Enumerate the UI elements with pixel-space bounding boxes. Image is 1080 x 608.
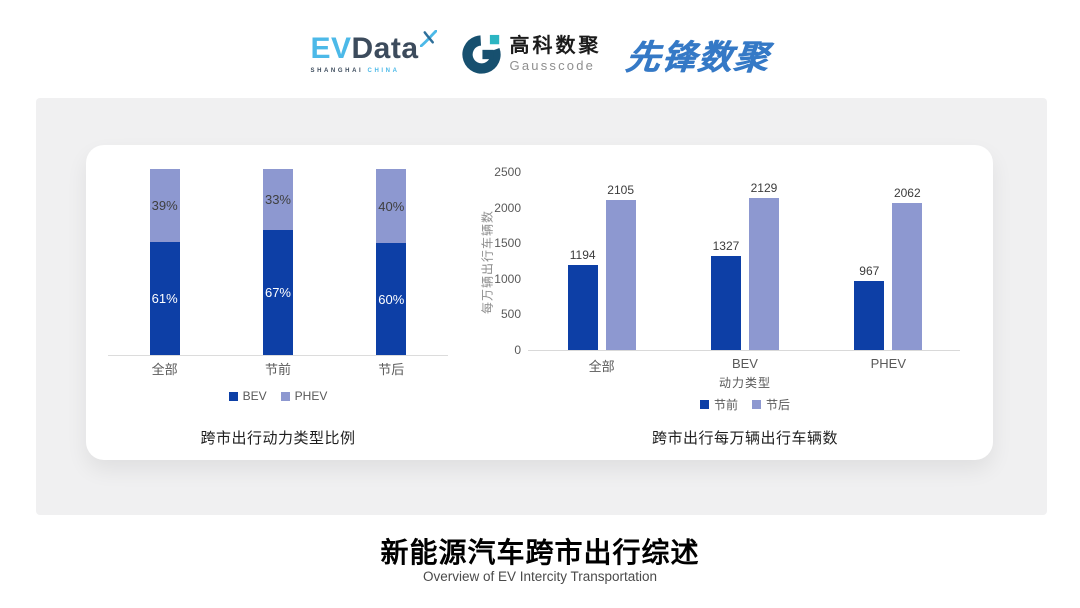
bar-wrap: 967 (854, 172, 885, 350)
left-chart-legend: BEV PHEV (108, 389, 448, 403)
segment-label: 39% (151, 197, 178, 213)
y-tick-label: 0 (514, 343, 521, 357)
evdata-subtitle: SHANGHAI CHINA (310, 68, 400, 74)
category-label: 全部 (151, 362, 178, 377)
bar-wrap: 1327 (710, 172, 741, 350)
y-tick-label: 500 (500, 307, 521, 322)
bar-group-PHEV: 967 2062 (854, 172, 923, 350)
evdata-ev-text: EV (310, 32, 352, 65)
slide-title: 新能源汽车跨市出行综述 (380, 537, 700, 568)
left-chart-x-axis (108, 355, 448, 356)
legend-label: PHEV (294, 389, 328, 403)
bar-wrap: 2105 (605, 172, 636, 350)
evdata-data-text: Data (351, 32, 419, 65)
segment-label: 67% (264, 285, 291, 301)
right-chart-legend: 节前 节后 (530, 396, 960, 413)
right-chart-plot: 1194 2105 1327 2129 967 2062 (530, 172, 960, 350)
bar-value-label: 1194 (569, 248, 596, 262)
bar-value-label: 2129 (750, 181, 778, 196)
legend-item-节后: 节后 (752, 396, 790, 413)
bar-value-label: 2105 (607, 183, 634, 198)
left-chart-categories: 全部 节前 节后 (108, 359, 448, 378)
gausscode-g-icon (461, 34, 501, 74)
segment-label: 61% (151, 290, 178, 306)
bar-节后 (605, 200, 636, 350)
chart-card: 39% 61% 33% 67% 40% 60% 全部 节前 节后 BEV PHEV 跨市出行动力… (86, 145, 993, 460)
evdata-logo: EV Data SHANGHAI CHINA (310, 30, 437, 74)
bar-value-label: 967 (859, 264, 880, 279)
segment-label: 33% (264, 192, 291, 208)
category-label: 节前 (264, 362, 291, 377)
stacked-bar-节后: 40% 60% (376, 169, 407, 355)
gausscode-en-text: Gausscode (509, 57, 596, 73)
y-tick-label: 1500 (494, 236, 521, 251)
legend-item-BEV: BEV (228, 389, 267, 403)
y-tick-label: 2000 (494, 200, 521, 215)
bar-value-label: 2062 (893, 186, 921, 201)
pioneer-logo: 先锋数聚 (623, 38, 772, 77)
right-chart-yticks: 0 500 1000 1500 2000 2500 (471, 165, 521, 357)
bar-节后 (748, 198, 779, 350)
y-tick-label: 2500 (494, 165, 521, 179)
category-label: BEV (731, 356, 758, 371)
legend-label: BEV (242, 389, 267, 403)
legend-marker (699, 400, 709, 409)
category-label: PHEV (870, 356, 907, 371)
legend-marker (280, 391, 290, 401)
stacked-bar-全部: 39% 61% (149, 169, 180, 355)
bar-节前 (854, 281, 885, 350)
y-tick-label: 1000 (494, 271, 521, 286)
segment-label: 60% (378, 291, 405, 307)
right-chart-categories: 全部 BEV PHEV (530, 356, 960, 375)
legend-label: 节后 (766, 398, 791, 412)
legend-marker (228, 391, 238, 401)
legend-item-PHEV: PHEV (280, 389, 328, 403)
legend-marker (752, 400, 761, 409)
bar-节前 (710, 255, 741, 350)
bar-节前 (567, 265, 598, 350)
bar-wrap: 2062 (892, 172, 923, 350)
gausscode-logo: 高科数聚 Gausscode (461, 34, 602, 75)
left-chart-title: 跨市出行动力类型比例 (200, 430, 356, 447)
bar-segment-PHEV: 39% (149, 169, 180, 242)
bar-segment-PHEV: 40% (376, 169, 407, 244)
segment-label: 40% (378, 198, 405, 214)
bar-group-BEV: 1327 2129 (710, 172, 779, 350)
category-label: 节后 (378, 362, 405, 377)
right-chart-x-axis (528, 350, 960, 351)
bar-节后 (892, 203, 923, 350)
right-chart-title: 跨市出行每万辆出行车辆数 (651, 430, 838, 447)
logo-header: EV Data SHANGHAI CHINA 高科数聚 Gausscode 先锋 (0, 24, 1080, 84)
stacked-bar-节前: 33% 67% (262, 169, 293, 355)
evdata-star-icon (419, 30, 437, 47)
category-label: 全部 (588, 359, 615, 374)
bar-group-全部: 1194 2105 (567, 172, 636, 350)
bar-segment-PHEV: 33% (262, 169, 293, 231)
right-chart-xlabel: 动力类型 (718, 376, 771, 390)
left-chart-plot: 39% 61% 33% 67% 40% 60% (108, 169, 448, 355)
legend-item-节前: 节前 (699, 396, 738, 413)
legend-label: 节前 (713, 398, 738, 412)
bar-wrap: 2129 (748, 172, 779, 350)
bar-segment-BEV: 60% (376, 243, 407, 355)
bar-segment-BEV: 67% (262, 230, 293, 355)
bar-segment-BEV: 61% (149, 241, 180, 355)
bar-wrap: 1194 (567, 172, 598, 350)
bar-value-label: 1327 (712, 238, 740, 253)
slide-subtitle: Overview of EV Intercity Transportation (422, 569, 658, 584)
gausscode-cn-text: 高科数聚 (509, 34, 602, 57)
right-chart-ylabel: 每万辆出行车辆数 (480, 209, 495, 315)
